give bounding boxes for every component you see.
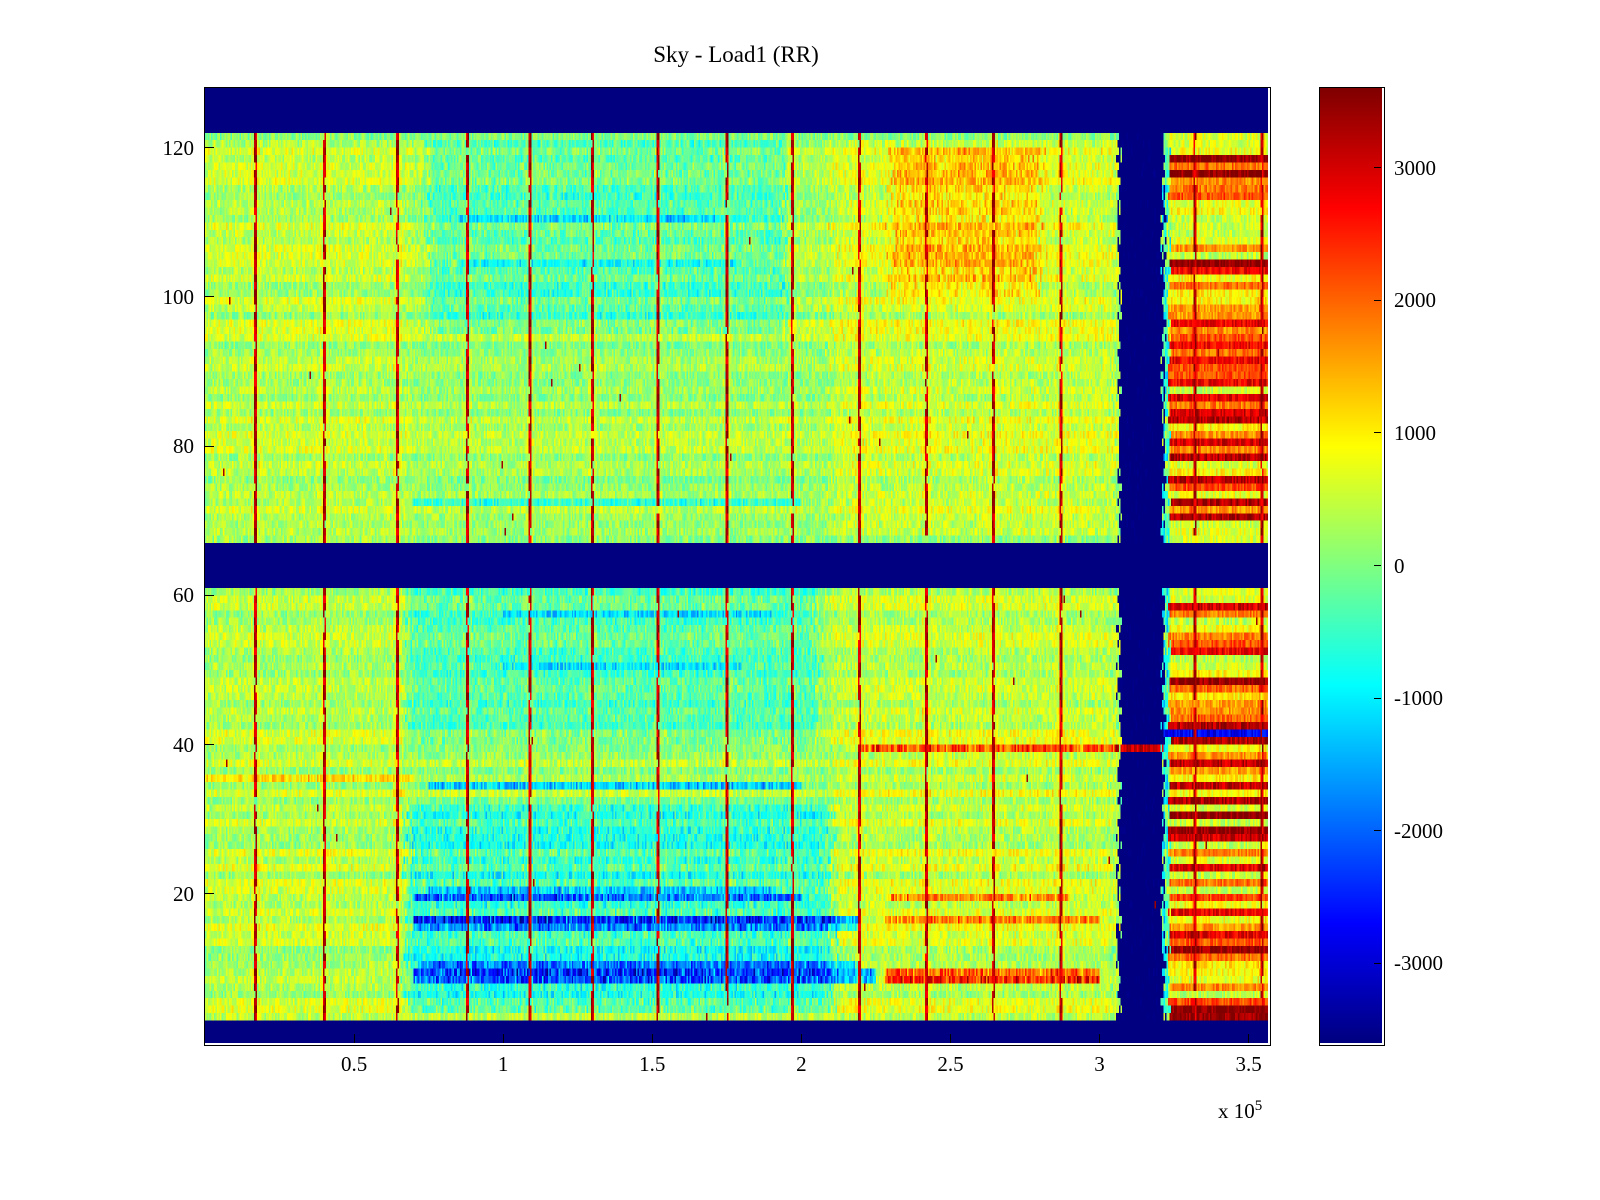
x-tick-label: 1.5 [639,1052,666,1076]
colorbar-tick-mark [1374,962,1381,964]
colorbar-tick-mark [1374,167,1381,169]
x-tick-mark [1248,1034,1250,1043]
x-tick-mark [651,1034,653,1043]
x-tick-mark [353,1034,355,1043]
x-tick-label: 2.5 [937,1052,964,1076]
x-tick-mark [800,1034,802,1043]
plot-area [204,87,1271,1046]
colorbar-tick-label: 0 [1394,553,1405,578]
colorbar-canvas [1320,88,1382,1043]
y-tick-label: 80 [173,434,194,459]
y-tick-mark [205,445,214,447]
colorbar-tick-label: -3000 [1394,951,1443,976]
y-tick-mark [205,744,214,746]
y-tick-mark [205,147,214,149]
x-tick-label: 1 [497,1052,509,1076]
x-axis-offset-prefix: x 10 [1218,1099,1255,1123]
x-tick-label: 2 [796,1052,807,1076]
colorbar-tick-mark [1374,830,1381,832]
x-tick-mark [502,1034,504,1043]
x-axis-offset-exponent: 5 [1254,1098,1263,1114]
y-tick-label: 60 [173,583,194,608]
colorbar-tick-label: 3000 [1394,155,1436,180]
heatmap-canvas [205,88,1268,1043]
colorbar-tick-label: 1000 [1394,420,1436,445]
x-tick-mark [949,1034,951,1043]
colorbar-tick-mark [1374,299,1381,301]
y-tick-label: 40 [173,732,194,757]
x-tick-label: 3.5 [1235,1052,1262,1076]
colorbar [1319,87,1385,1046]
chart-title: Sky - Load1 (RR) [653,42,819,67]
y-tick-mark [205,594,214,596]
y-tick-label: 120 [162,135,195,160]
y-tick-label: 100 [162,284,195,309]
colorbar-tick-label: 2000 [1394,288,1436,313]
colorbar-tick-mark [1374,565,1381,566]
colorbar-tick-mark [1374,697,1381,699]
y-tick-label: 20 [173,881,194,906]
x-tick-label: 0.5 [340,1052,368,1076]
x-tick-label: 3 [1094,1052,1105,1076]
colorbar-tick-label: -1000 [1394,686,1443,711]
x-axis-offset-label: x 105 [1218,1098,1262,1124]
x-tick-mark [1099,1034,1101,1043]
y-tick-mark [205,296,214,298]
colorbar-tick-mark [1374,432,1381,434]
colorbar-tick-label: -2000 [1394,818,1443,843]
y-tick-mark [205,893,214,895]
